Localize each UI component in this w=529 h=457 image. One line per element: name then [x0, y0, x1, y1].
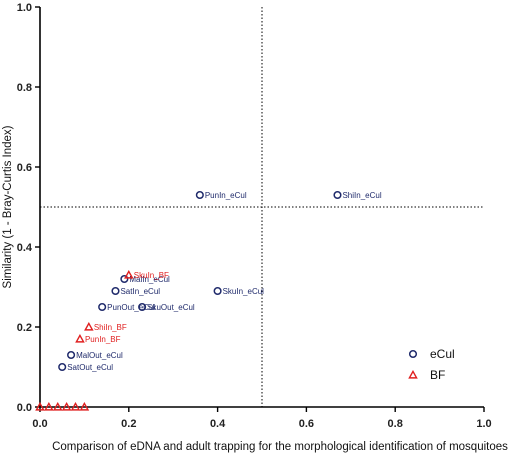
x-tick-label: 0.8 — [388, 418, 403, 430]
y-tick-label: 0.0 — [17, 402, 32, 414]
data-points: PunIn_eCul ShiIn_eCul SkuIn_eCul MalIn_eCul… — [35, 190, 382, 411]
y-tick-label: 0.8 — [17, 82, 32, 94]
y-tick-label: 1.0 — [17, 2, 32, 14]
bf-point — [84, 321, 94, 331]
ecul-point — [111, 286, 120, 296]
legend-marker-ecul — [408, 349, 418, 359]
point-label: MalOut_eCul — [76, 351, 123, 360]
ecul-point — [67, 350, 76, 360]
bf-point — [52, 401, 63, 411]
y-axis-label: Similarity (1 - Bray-Curtis Index) — [2, 125, 14, 288]
bf-point — [44, 401, 54, 411]
point-label: MalIn_eCul — [129, 275, 170, 284]
axes: 0.0 0.2 0.4 0.6 0.8 1.0 0.0 0.2 0.4 0.6 0.8 1.0 — [17, 2, 492, 430]
x-axis-label: Comparison of eDNA and adult trapping fo… — [52, 441, 508, 453]
y-tick-label: 0.2 — [17, 322, 32, 334]
point-label: PunIn_BF — [85, 335, 121, 344]
x-tick-label: 0.0 — [32, 418, 47, 430]
bf-point — [35, 401, 45, 411]
bf-point — [75, 333, 85, 343]
bf-point — [61, 401, 72, 411]
legend-label-bf: BF — [430, 368, 445, 382]
bf-point — [70, 401, 81, 411]
point-label: PunOut_eCul — [107, 303, 155, 312]
point-label: SkuOut_eCul — [147, 303, 195, 312]
bf-point — [124, 269, 134, 279]
point-label: SatOut_eCul — [67, 363, 113, 372]
ecul-point — [195, 190, 204, 200]
ecul-point — [333, 190, 342, 200]
ecul-point — [98, 302, 107, 312]
bf-point — [79, 401, 90, 411]
point-label: SkuIn_BF — [134, 271, 169, 280]
ecul-point — [138, 302, 147, 312]
point-label: ShiIn_BF — [94, 323, 127, 332]
ecul-point — [120, 274, 129, 284]
legend-label-ecul: eCul — [430, 347, 455, 361]
y-tick-label: 0.6 — [17, 162, 32, 174]
point-label: ShiIn_eCul — [342, 191, 381, 200]
y-tick-label: 0.4 — [17, 242, 33, 254]
x-tick-label: 1.0 — [476, 418, 491, 430]
point-label: SatIn_eCul — [120, 287, 160, 296]
legend: eCul BF — [408, 347, 455, 382]
x-tick-label: 0.6 — [299, 418, 314, 430]
ecul-point — [213, 286, 222, 296]
x-tick-label: 0.2 — [121, 418, 136, 430]
point-label: PunIn_eCul — [205, 191, 247, 200]
legend-marker-bf — [408, 369, 418, 379]
x-tick-label: 0.4 — [210, 418, 226, 430]
point-label: SkuIn_eCul — [223, 287, 265, 296]
ecul-point — [58, 362, 67, 372]
reference-lines — [40, 7, 484, 407]
